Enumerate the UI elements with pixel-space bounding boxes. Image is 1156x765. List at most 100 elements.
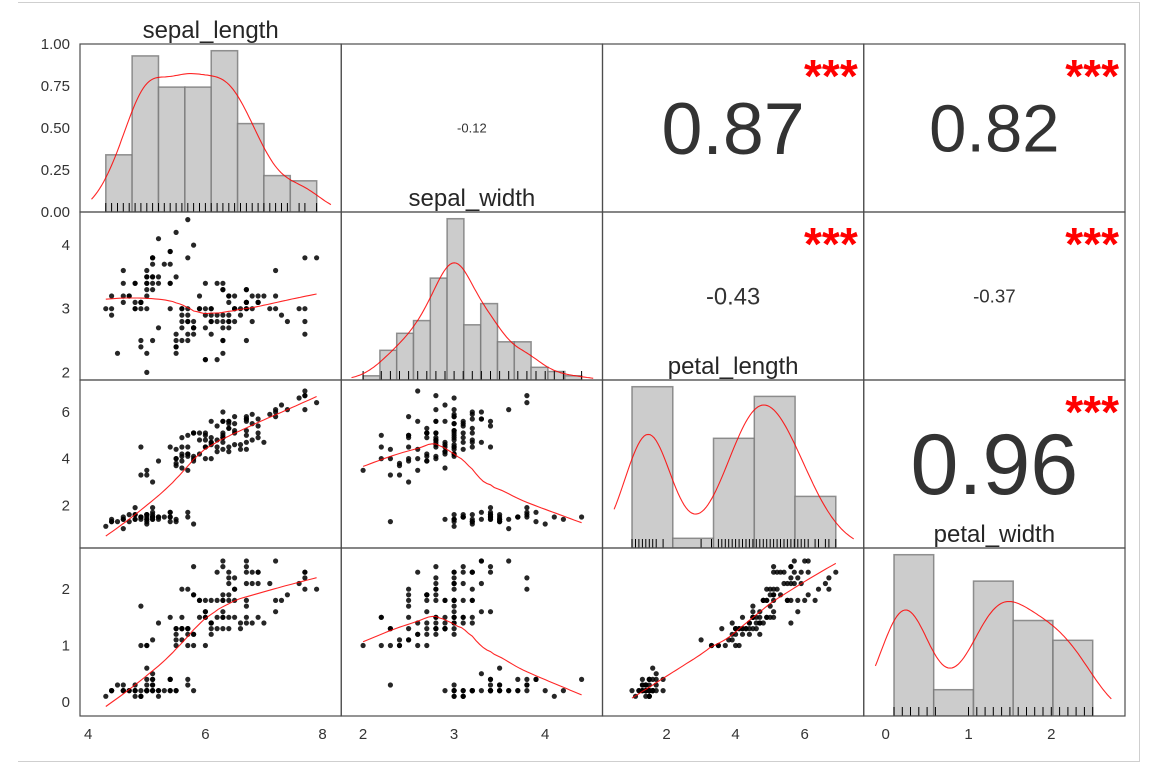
scatter-point	[243, 614, 249, 620]
scatter-point	[469, 411, 475, 417]
scatter-point	[406, 614, 412, 620]
scatter-point	[208, 418, 214, 424]
scatter-point	[226, 293, 232, 299]
scatter-point	[805, 558, 811, 564]
panel-petal_width-petal_width	[874, 553, 1112, 716]
scatter-point	[424, 642, 430, 649]
scatter-point	[196, 430, 203, 436]
scatter-point	[179, 465, 185, 471]
scatter-point	[232, 586, 238, 592]
scatter-point	[191, 688, 197, 694]
scatter-point	[646, 676, 652, 683]
scatter-point	[302, 575, 308, 581]
scatter-point	[469, 614, 475, 620]
scatter-point	[460, 423, 466, 429]
scatter-point	[173, 631, 179, 637]
scatter-point	[460, 580, 466, 587]
scatter-point	[487, 505, 494, 511]
diagonal-title-petal_length: petal_length	[668, 353, 799, 380]
scatter-point	[214, 569, 220, 575]
scatter-point	[226, 421, 232, 427]
scatter-point	[185, 642, 191, 649]
scatter-point	[150, 637, 156, 643]
scatter-point	[126, 511, 132, 518]
scatter-point	[109, 519, 115, 525]
scatter-point	[378, 444, 384, 450]
scatter-point	[433, 575, 439, 581]
scatter-point	[214, 357, 220, 363]
scatter-point	[179, 318, 185, 325]
histogram-bar	[672, 537, 715, 548]
scatter-point	[232, 318, 238, 325]
scatter-point	[273, 609, 279, 615]
histogram-bar	[289, 180, 318, 212]
scatter-point	[406, 432, 412, 438]
scatter-point	[144, 467, 150, 473]
scatter-point	[208, 631, 214, 637]
scatter-point	[497, 519, 503, 525]
scatter-point	[460, 446, 466, 452]
scatter-point	[451, 597, 457, 604]
scatter-point	[185, 676, 191, 683]
y-tick-label: 4	[62, 237, 70, 254]
scatter-point	[208, 331, 214, 337]
scatter-point	[273, 267, 279, 274]
scatter-point	[173, 456, 179, 462]
scatter-point	[150, 255, 156, 261]
kde-curve	[874, 600, 1112, 700]
scatter-point	[191, 325, 197, 331]
scatter-point	[220, 597, 226, 604]
scatter-point	[220, 614, 226, 620]
scatter-point	[144, 642, 150, 649]
output-frame	[18, 2, 1140, 762]
scatter-point	[196, 614, 203, 620]
significance-stars: ***	[1065, 50, 1119, 102]
scatter-point	[278, 312, 285, 318]
scatter-point	[220, 439, 226, 445]
scatter-point	[167, 248, 173, 255]
x-tick-label: 3	[450, 726, 458, 743]
scatter-point	[226, 449, 232, 455]
scatter-point	[378, 642, 384, 649]
scatter-point	[469, 425, 475, 431]
scatter-point	[451, 631, 457, 637]
diagonal-title-sepal_width: sepal_width	[409, 185, 536, 212]
scatter-point	[478, 580, 484, 587]
scatter-point	[243, 597, 249, 604]
scatter-point	[760, 597, 766, 604]
scatter-point	[191, 318, 197, 325]
scatter-point	[249, 569, 255, 575]
scatter-point	[433, 620, 439, 626]
scatter-point	[795, 597, 801, 604]
x-tick-label: 6	[801, 726, 809, 743]
scatter-point	[202, 357, 208, 363]
scatter-point	[442, 620, 448, 626]
scatter-point	[208, 597, 214, 604]
scatter-point	[185, 318, 191, 325]
scatter-point	[150, 274, 156, 280]
scatter-point	[302, 407, 308, 413]
correlation-value: 0.96	[911, 417, 1079, 513]
scatter-point	[167, 306, 173, 312]
scatter-point	[261, 620, 267, 626]
scatter-point	[179, 626, 185, 632]
scatter-point	[396, 637, 403, 643]
scatter-point	[506, 526, 512, 532]
scatter-point	[144, 511, 150, 518]
scatter-point	[249, 411, 255, 417]
x-tick-label: 4	[541, 726, 549, 743]
scatter-point	[460, 693, 466, 699]
scatter-point	[396, 463, 403, 469]
scatter-point	[406, 637, 412, 643]
scatter-point	[179, 451, 185, 457]
scatter-point	[185, 217, 191, 223]
scatter-point	[469, 444, 475, 450]
scatter-point	[249, 318, 255, 325]
scatter-point	[155, 620, 162, 626]
scatter-point	[109, 306, 115, 312]
scatter-point	[173, 331, 179, 337]
scatter-point	[226, 626, 232, 632]
scatter-point	[243, 603, 249, 609]
scatter-point	[109, 688, 115, 694]
scatter-point	[208, 318, 214, 325]
